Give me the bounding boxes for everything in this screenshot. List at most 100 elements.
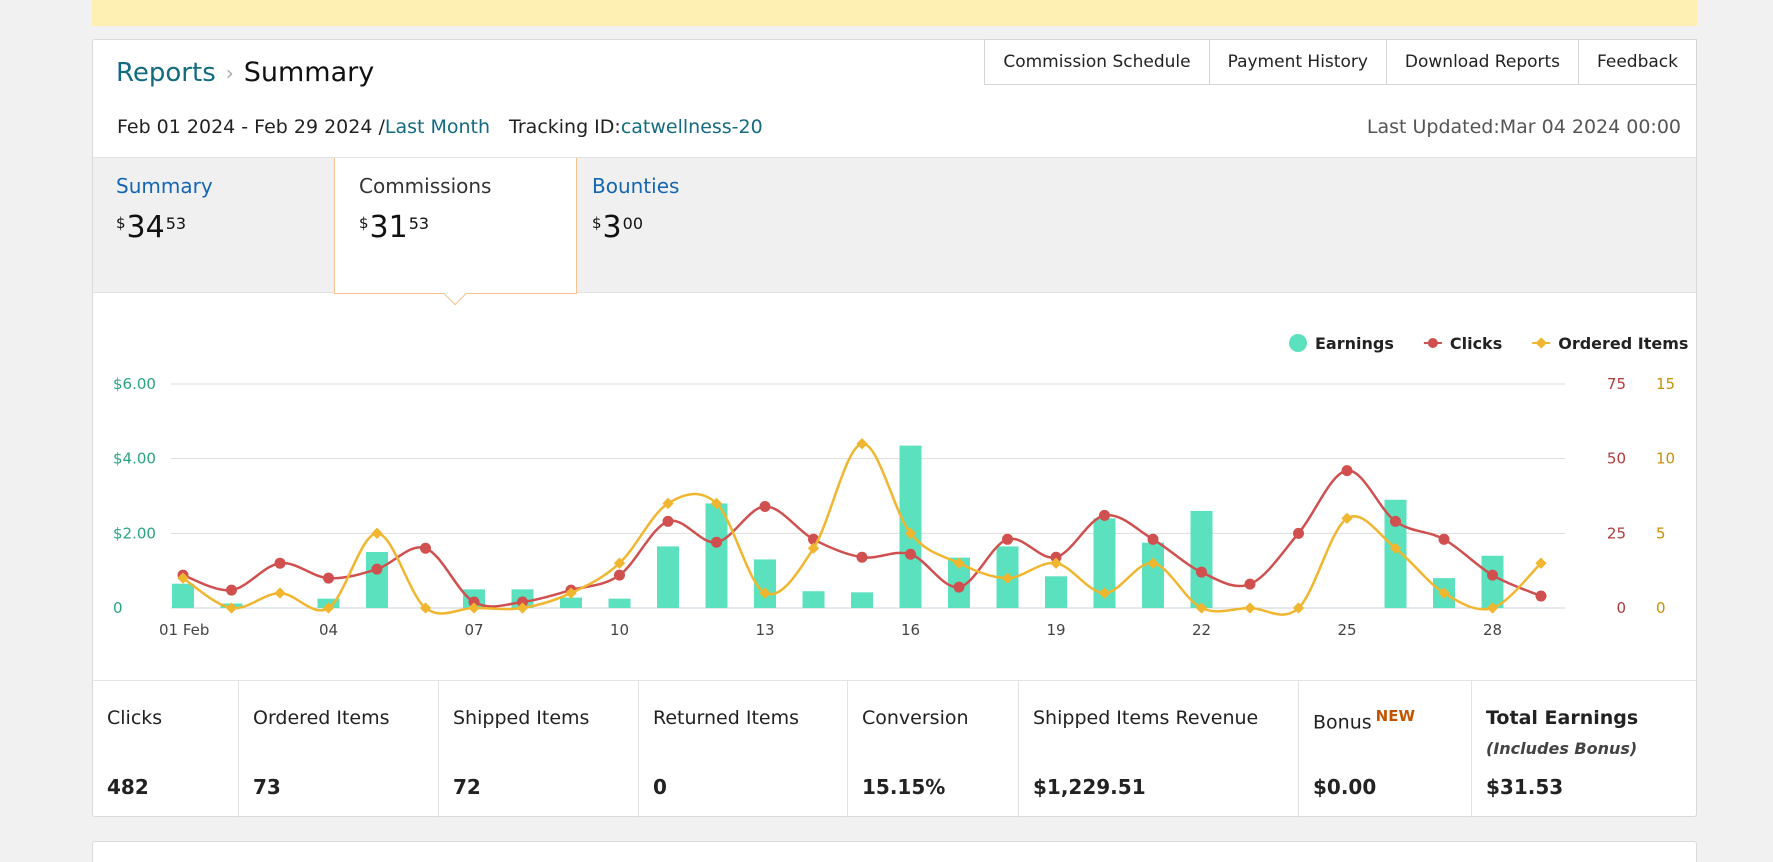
amount-cents: 53 <box>408 214 430 233</box>
ordered-items-point <box>759 587 771 599</box>
earnings-bar <box>899 445 922 608</box>
last-updated: Last Updated:Mar 04 2024 00:00 <box>1366 116 1681 138</box>
ordered-items-point <box>613 557 626 569</box>
earnings-bar <box>608 598 631 608</box>
ordered-items-point <box>1147 557 1159 569</box>
stat-value: 72 <box>453 775 481 799</box>
clicks-point <box>1341 465 1353 477</box>
report-info: Feb 01 2024 - Feb 29 2024 / Last Month T… <box>117 116 763 138</box>
stat-value: 15.15% <box>862 775 946 799</box>
stat-value: $0.00 <box>1313 775 1377 799</box>
y-right-clicks-tick-label: 75 <box>1607 375 1626 393</box>
clicks-point <box>905 548 916 560</box>
ordered-items-line <box>182 442 1542 616</box>
earnings-bar <box>560 597 582 608</box>
payment-history-button[interactable]: Payment History <box>1209 39 1387 85</box>
breadcrumb: Reports › Summary <box>116 57 374 88</box>
ordered-items-point <box>371 527 383 539</box>
amount-cents: 00 <box>622 214 643 233</box>
y-right-items-tick-label: 10 <box>1656 450 1675 468</box>
ordered-items-point <box>322 602 335 614</box>
breadcrumb-reports-link[interactable]: Reports <box>116 57 216 88</box>
stat-label: Bonus NEW <box>1313 707 1415 733</box>
x-tick-label: 13 <box>755 621 774 639</box>
stat-label: Total Earnings <box>1486 707 1639 729</box>
clicks-point <box>468 596 480 608</box>
tab-summary[interactable]: Summary $ 34 53 <box>93 158 334 294</box>
tab-commissions-amount: $ 31 53 <box>359 210 429 246</box>
stats-row: Clicks 482 Ordered Items 73 Shipped Item… <box>93 680 1696 818</box>
currency-symbol: $ <box>116 214 126 232</box>
clicks-point <box>323 572 334 584</box>
clicks-point <box>274 557 286 569</box>
tab-bounties[interactable]: Bounties $ 3 00 <box>577 158 817 294</box>
y-left-tick-label: $6.00 <box>113 375 156 393</box>
clicks-point <box>1244 578 1256 590</box>
ordered-items-point <box>953 557 965 569</box>
currency-symbol: $ <box>592 214 602 232</box>
earnings-bar <box>705 503 728 608</box>
clicks-point <box>517 596 528 608</box>
ordered-items-point <box>419 602 432 614</box>
x-tick-label: 07 <box>464 621 483 639</box>
reports-card: Reports › Summary Commission Schedule Pa… <box>92 39 1697 818</box>
stat-shipped-items-revenue: Shipped Items Revenue $1,229.51 <box>1019 681 1299 818</box>
earnings-chart: 0 $2.00 $4.00 $6.00 0 25 50 75 0 5 10 15 01 Feb 04 07 1… <box>113 334 1688 639</box>
earnings-bar <box>172 583 194 608</box>
summary-tabs: Summary $ 34 53 Commissions $ 31 53 Boun… <box>93 157 1696 294</box>
new-badge: NEW <box>1375 707 1416 725</box>
tab-bounties-title: Bounties <box>592 174 680 198</box>
ordered-items-point <box>1535 557 1547 569</box>
tracking-id-link[interactable]: catwellness-20 <box>620 116 763 138</box>
tab-bounties-amount: $ 3 00 <box>592 210 643 246</box>
top-actions: Commission Schedule Payment History Down… <box>984 39 1697 85</box>
stat-value: $1,229.51 <box>1033 775 1146 799</box>
stat-value: 73 <box>253 775 281 799</box>
stat-conversion: Conversion 15.15% <box>848 681 1019 818</box>
alert-banner <box>92 0 1697 26</box>
y-left-tick-label: $4.00 <box>113 450 156 468</box>
clicks-point <box>856 551 868 563</box>
earnings-bar <box>1093 518 1116 608</box>
stat-sublabel: (Includes Bonus) <box>1486 739 1638 758</box>
stat-label: Shipped Items Revenue <box>1033 707 1259 729</box>
last-month-link[interactable]: Last Month <box>384 116 491 138</box>
stat-label: Conversion <box>862 707 969 729</box>
stat-label: Clicks <box>107 707 163 729</box>
x-tick-label: 22 <box>1192 621 1211 639</box>
legend-clicks-icon <box>1427 338 1438 348</box>
clicks-point <box>1390 515 1401 527</box>
clicks-point <box>662 515 674 527</box>
stat-value: 482 <box>107 775 149 799</box>
ordered-items-point <box>904 527 917 539</box>
clicks-point <box>1487 569 1498 581</box>
stat-ordered-items: Ordered Items 73 <box>239 681 439 818</box>
y-right-clicks-tick-label: 0 <box>1616 599 1626 617</box>
currency-symbol: $ <box>359 214 369 232</box>
feedback-button[interactable]: Feedback <box>1579 39 1697 85</box>
ordered-items-point <box>1438 587 1450 599</box>
earnings-bar <box>1481 555 1504 608</box>
next-card <box>92 841 1697 862</box>
amount-dollars: 3 <box>602 210 622 245</box>
y-right-items-tick-label: 15 <box>1656 375 1675 393</box>
commission-schedule-button[interactable]: Commission Schedule <box>984 39 1210 85</box>
tab-commissions[interactable]: Commissions $ 31 53 <box>334 158 577 294</box>
clicks-point <box>614 569 625 581</box>
x-tick-label: 10 <box>610 621 629 639</box>
y-right-clicks-tick-label: 25 <box>1607 524 1626 542</box>
amount-dollars: 31 <box>369 210 408 245</box>
earnings-bar <box>1190 510 1213 608</box>
clicks-point <box>1196 566 1207 578</box>
y-right-clicks-tick-label: 50 <box>1607 450 1626 468</box>
legend-earnings-icon <box>1289 334 1307 352</box>
earnings-bar <box>802 591 825 608</box>
stat-label: Shipped Items <box>453 707 590 729</box>
y-right-items-tick-label: 5 <box>1656 524 1666 542</box>
ordered-items-point <box>1244 602 1256 614</box>
ordered-items-point <box>1486 602 1499 614</box>
clicks-point <box>1535 590 1547 602</box>
download-reports-button[interactable]: Download Reports <box>1386 39 1580 85</box>
ordered-items-point <box>1389 542 1402 554</box>
legend-ordered-items-label: Ordered Items <box>1558 334 1688 353</box>
